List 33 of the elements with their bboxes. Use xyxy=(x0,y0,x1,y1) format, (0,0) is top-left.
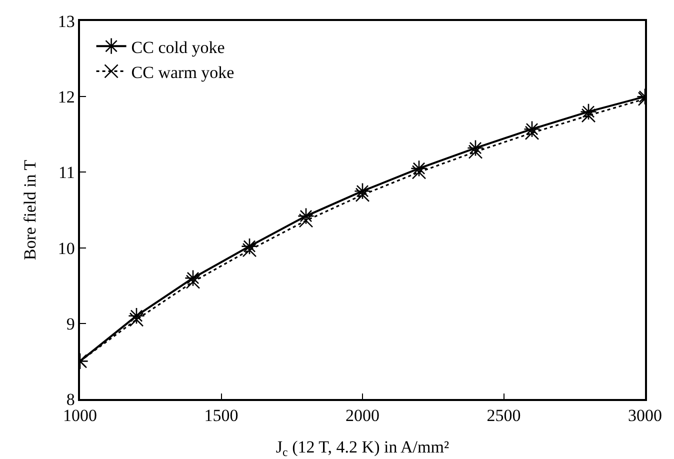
point xyxy=(298,213,314,228)
point xyxy=(242,242,257,258)
point xyxy=(184,270,202,286)
x-tick-label: 2500 xyxy=(486,406,521,426)
y-tick-label: 13 xyxy=(58,12,75,31)
x-tick-label: 2000 xyxy=(346,406,380,426)
point xyxy=(524,126,540,140)
y-tick-label: 12 xyxy=(58,88,75,107)
point xyxy=(128,307,145,324)
point xyxy=(467,140,484,156)
point xyxy=(581,108,596,123)
point xyxy=(412,165,426,180)
x-tick-label: 3000 xyxy=(628,406,662,426)
y-tick-label: 10 xyxy=(58,238,75,258)
point xyxy=(355,188,370,202)
point xyxy=(580,103,597,120)
y-tick-label: 8 xyxy=(66,390,75,409)
legend-label: CC warm yoke xyxy=(131,62,234,82)
x-axis-title: J$_{c}$ (12 T, 4.2 K) in A/mm² xyxy=(276,437,450,459)
y-axis-title: Bore field in T xyxy=(20,159,40,260)
point xyxy=(354,182,371,200)
point xyxy=(129,312,144,327)
point xyxy=(468,144,483,159)
y-tick-label: 11 xyxy=(58,163,75,182)
x-tick-label: 1500 xyxy=(204,406,238,426)
point xyxy=(241,238,258,255)
legend-label: CC cold yoke xyxy=(131,38,225,57)
x-tick-label: 1000 xyxy=(63,406,97,426)
y-tick-label: 9 xyxy=(66,314,75,334)
point xyxy=(524,120,540,138)
point xyxy=(186,274,200,289)
point xyxy=(410,160,428,177)
point xyxy=(298,208,314,224)
